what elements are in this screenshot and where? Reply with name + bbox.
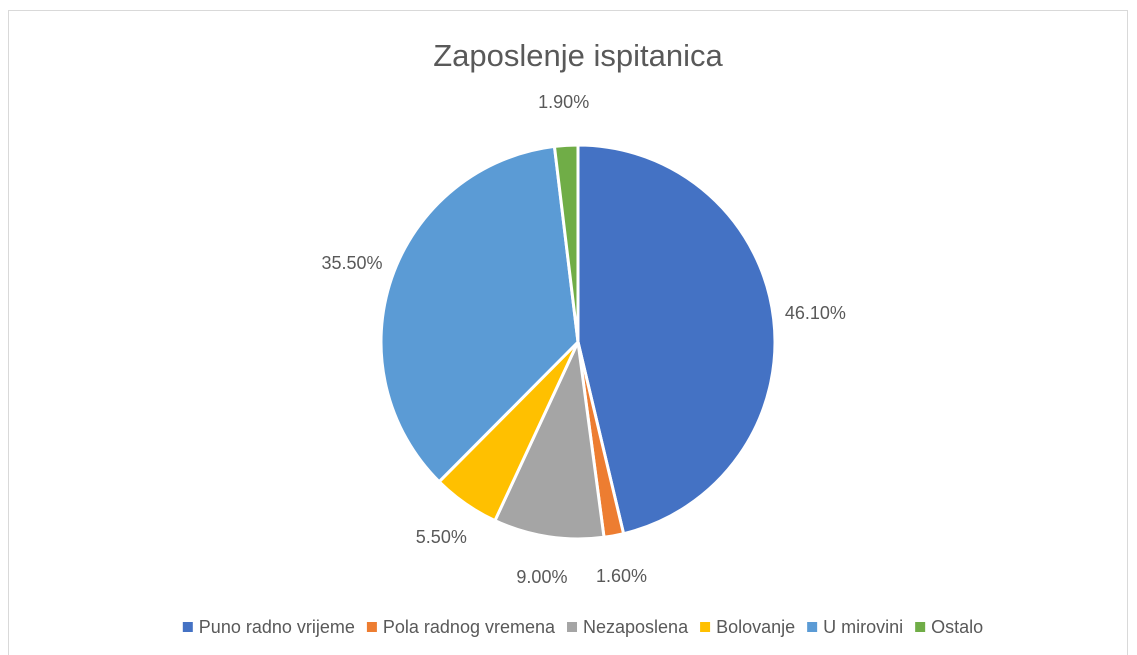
legend-swatch <box>700 622 711 632</box>
data-label: 1.60% <box>596 566 647 586</box>
legend-swatch <box>807 622 818 632</box>
legend-label: Pola radnog vremena <box>383 617 556 637</box>
pie-slice <box>379 144 580 484</box>
legend-swatch <box>915 622 926 632</box>
data-label: 9.00% <box>516 567 567 587</box>
legend-swatch <box>366 622 377 632</box>
pie-slice <box>576 143 777 536</box>
pie-slice <box>552 143 580 343</box>
legend-label: Puno radno vrijeme <box>199 617 355 637</box>
legend-label: Nezaposlena <box>583 617 689 637</box>
data-label: 1.90% <box>538 92 589 112</box>
data-label: 35.50% <box>321 253 382 273</box>
legend-label: Ostalo <box>931 617 983 637</box>
chart-title: Zaposlenje ispitanica <box>433 38 723 73</box>
legend-label: U mirovini <box>823 617 903 637</box>
legend-swatch <box>567 622 578 632</box>
data-label: 46.10% <box>785 303 846 323</box>
legend-label: Bolovanje <box>716 617 795 637</box>
pie-slice <box>492 336 606 541</box>
data-label: 5.50% <box>416 527 467 547</box>
legend-swatch <box>182 622 193 632</box>
